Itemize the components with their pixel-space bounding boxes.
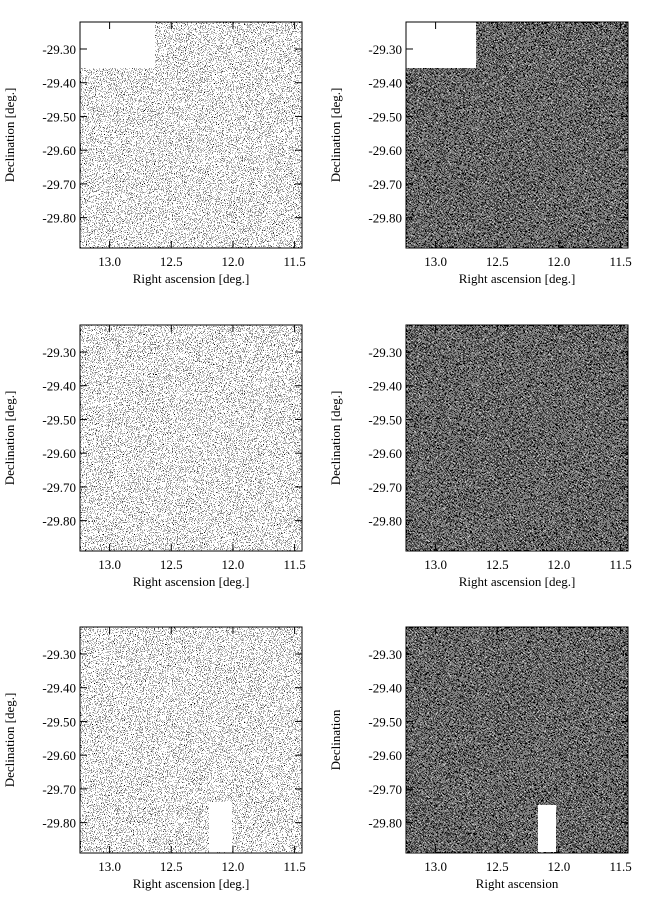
y-tick-label: -29.70 [42,177,76,192]
masked-region [538,805,556,852]
plot-frame [405,626,629,854]
x-tick-label: 13.0 [98,557,121,572]
point-cloud [406,627,628,853]
y-tick-label: -29.30 [368,647,402,662]
x-tick-label: 11.5 [283,557,305,572]
x-axis-label: Right ascension [476,876,559,891]
x-tick-label: 13.0 [424,859,447,874]
x-tick-label: 12.5 [486,859,509,874]
x-tick-label: 12.0 [548,859,571,874]
x-axis-label: Right ascension [deg.] [133,876,250,891]
x-tick-label: 12.5 [160,557,183,572]
y-tick-label: -29.70 [368,782,402,797]
y-tick-label: -29.50 [368,714,402,729]
y-tick-label: -29.80 [42,514,76,529]
x-tick-label: 13.0 [424,557,447,572]
y-tick-label: -29.40 [42,76,76,91]
plot-frame [405,21,629,249]
y-axis-label: Declination [deg.] [2,391,17,486]
y-tick-label: -29.40 [368,76,402,91]
x-tick-label: 12.5 [160,254,183,269]
x-tick-label: 12.0 [222,859,245,874]
y-tick-label: -29.80 [368,816,402,831]
x-axis-label: Right ascension [deg.] [133,271,250,286]
masked-region [209,802,232,852]
y-tick-label: -29.50 [368,109,402,124]
y-tick-label: -29.30 [368,42,402,57]
y-tick-label: -29.40 [368,681,402,696]
point-cloud [80,627,302,853]
y-tick-label: -29.70 [368,480,402,495]
plot-frame [79,21,303,249]
x-tick-label: 13.0 [424,254,447,269]
y-tick-label: -29.70 [42,782,76,797]
x-tick-label: 13.0 [98,859,121,874]
x-tick-label: 11.5 [283,859,305,874]
y-tick-label: -29.50 [42,412,76,427]
y-tick-label: -29.60 [42,143,76,158]
point-cloud [406,325,628,551]
x-tick-label: 13.0 [98,254,121,269]
y-axis-label: Declination [deg.] [328,391,343,486]
y-tick-label: -29.80 [42,211,76,226]
x-tick-label: 12.5 [486,254,509,269]
y-axis-label: Declination [deg.] [328,88,343,183]
y-tick-label: -29.40 [42,681,76,696]
masked-region [406,22,476,68]
y-tick-label: -29.60 [42,748,76,763]
y-tick-label: -29.40 [368,379,402,394]
y-tick-label: -29.40 [42,379,76,394]
y-tick-label: -29.30 [368,345,402,360]
x-axis-label: Right ascension [deg.] [459,271,576,286]
x-tick-label: 12.5 [486,557,509,572]
x-axis-label: Right ascension [deg.] [459,574,576,589]
y-tick-label: -29.60 [42,446,76,461]
y-tick-label: -29.50 [368,412,402,427]
x-tick-label: 12.5 [160,859,183,874]
y-tick-label: -29.80 [42,816,76,831]
masked-region [80,22,155,68]
y-tick-label: -29.30 [42,42,76,57]
x-tick-label: 11.5 [283,254,305,269]
y-axis-label: Declination [328,709,343,770]
x-tick-label: 12.0 [548,557,571,572]
y-tick-label: -29.70 [368,177,402,192]
y-tick-label: -29.80 [368,211,402,226]
x-tick-label: 12.0 [548,254,571,269]
plot-frame [79,626,303,854]
y-axis-label: Declination [deg.] [2,693,17,788]
y-tick-label: -29.30 [42,647,76,662]
x-tick-label: 11.5 [609,254,631,269]
x-tick-label: 12.0 [222,254,245,269]
y-tick-label: -29.70 [42,480,76,495]
y-tick-label: -29.50 [42,714,76,729]
y-tick-label: -29.30 [42,345,76,360]
x-axis-label: Right ascension [deg.] [133,574,250,589]
x-tick-label: 11.5 [609,557,631,572]
y-axis-label: Declination [deg.] [2,88,17,183]
y-tick-label: -29.60 [368,748,402,763]
plot-frame [405,324,629,552]
plot-frame [79,324,303,552]
y-tick-label: -29.60 [368,143,402,158]
x-tick-label: 12.0 [222,557,245,572]
y-tick-label: -29.80 [368,514,402,529]
point-cloud [80,325,302,551]
y-tick-label: -29.60 [368,446,402,461]
y-tick-label: -29.50 [42,109,76,124]
x-tick-label: 11.5 [609,859,631,874]
